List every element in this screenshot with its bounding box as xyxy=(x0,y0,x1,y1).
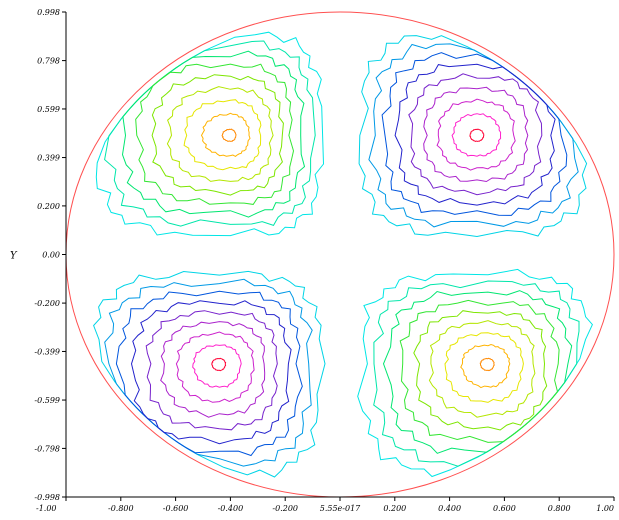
contour-line xyxy=(437,99,515,170)
x-tick-label: 5.55e-017 xyxy=(320,504,361,513)
contour-line xyxy=(146,311,277,430)
x-tick-label: 0.800 xyxy=(548,504,571,513)
contour-line xyxy=(358,269,593,476)
disk-boundary xyxy=(66,12,614,497)
contour-line xyxy=(359,36,586,237)
y-tick-label: 0.798 xyxy=(37,57,60,66)
contour-line xyxy=(123,51,305,217)
x-tick-label: -0.600 xyxy=(163,504,189,513)
y-tick-label: 0.00 xyxy=(42,251,60,260)
contour-line xyxy=(161,322,265,418)
contour-line xyxy=(222,129,236,141)
contour-line xyxy=(212,358,226,370)
contour-line xyxy=(480,358,494,370)
x-tick-label: -0.400 xyxy=(218,504,244,513)
contour-line xyxy=(395,64,555,205)
contour-line xyxy=(202,113,251,156)
contour-line xyxy=(132,301,292,444)
contour-lines xyxy=(94,32,593,477)
contour-line xyxy=(461,345,510,388)
x-tick-label: 1.00 xyxy=(596,504,614,513)
y-axis-label: Y xyxy=(10,251,18,262)
contour-line xyxy=(452,114,501,157)
contour-line xyxy=(384,291,572,454)
x-tick-label: -0.800 xyxy=(108,504,134,513)
y-tick-label: -0.599 xyxy=(34,396,60,405)
contour-line xyxy=(136,64,294,204)
x-tick-label: 0.600 xyxy=(493,504,516,513)
x-tick-label: 0.400 xyxy=(438,504,461,513)
y-tick-label: -0.399 xyxy=(34,347,60,356)
x-tick-label: 0.200 xyxy=(383,504,406,513)
y-tick-label: 0.200 xyxy=(37,202,60,211)
y-tick-label: 0.998 xyxy=(37,8,60,17)
y-tick-label: -0.998 xyxy=(34,493,60,502)
contour-line xyxy=(176,332,254,402)
y-tick-label: -0.200 xyxy=(34,299,60,308)
contour-line xyxy=(414,311,547,430)
contour-line xyxy=(424,87,528,181)
contour-line xyxy=(167,87,273,182)
y-tick-label: 0.399 xyxy=(37,154,60,163)
x-tick-label: -0.200 xyxy=(272,504,298,513)
contour-line xyxy=(409,74,542,195)
contour-line xyxy=(445,333,523,403)
contour-line xyxy=(470,129,484,141)
contour-line xyxy=(400,300,559,442)
x-tick-label: -1.00 xyxy=(36,504,57,513)
y-tick-label: -0.798 xyxy=(34,444,60,453)
axis-ticks: 0.998 0.798 0.599 0.399 0.200 0.00 -0.200 -0.39… xyxy=(34,8,614,513)
contour-line xyxy=(193,345,242,387)
axes xyxy=(66,12,614,497)
y-tick-label: 0.599 xyxy=(37,105,60,114)
